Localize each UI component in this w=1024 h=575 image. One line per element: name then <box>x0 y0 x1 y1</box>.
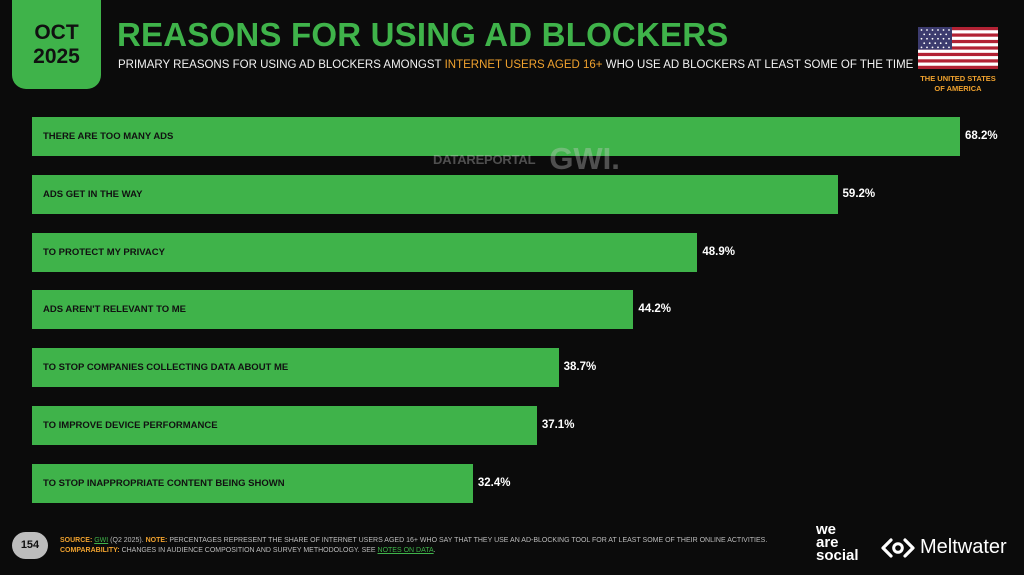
bar <box>32 232 698 272</box>
page-number: 154 <box>12 532 48 559</box>
note-key: NOTE: <box>143 537 168 544</box>
bar <box>32 348 559 388</box>
bar-value-label: 68.2% <box>965 130 998 142</box>
bar <box>32 463 473 503</box>
logo-are: are <box>816 534 839 551</box>
bar-value-label: 44.2% <box>638 303 672 316</box>
bar-label: ADS GET IN THE WAY <box>43 188 143 200</box>
logo-we: we <box>816 521 837 538</box>
bar-value-label: 59.2% <box>842 187 876 200</box>
subtitle-pre: PRIMARY REASONS FOR USING AD BLOCKERS AM… <box>118 59 442 71</box>
bar-value-label: 37.1% <box>541 419 575 431</box>
bar-label: TO PROTECT MY PRIVACY <box>43 246 165 258</box>
bar-label: ADS AREN'T RELEVANT TO ME <box>43 304 187 316</box>
page-title: REASONS FOR USING AD BLOCKERS <box>117 16 729 53</box>
date-month: OCT <box>34 20 79 44</box>
comparability-key: COMPARABILITY: <box>60 547 120 554</box>
source-link[interactable]: GWI <box>94 537 109 544</box>
logo-social: social <box>816 547 859 564</box>
notes-on-data-link[interactable]: NOTES ON DATA <box>377 547 434 554</box>
meltwater-logo: Meltwater <box>881 536 1007 559</box>
us-flag-icon <box>918 27 998 69</box>
bar-label: THERE ARE TOO MANY ADS <box>43 131 174 142</box>
note-text: PERCENTAGES REPRESENT THE SHARE OF INTER… <box>167 537 768 544</box>
bar-label: TO STOP COMPANIES COLLECTING DATA ABOUT … <box>43 362 289 374</box>
bar <box>32 174 838 214</box>
comparability-text: CHANGES IN AUDIENCE COMPOSITION AND SURV… <box>119 547 378 554</box>
subtitle-highlight: INTERNET USERS AGED 16+ <box>444 59 603 71</box>
bar-value-label: 32.4% <box>477 476 511 489</box>
source-text: (Q2 2025). <box>108 537 144 544</box>
bar <box>32 406 537 445</box>
source-key: SOURCE: <box>60 537 93 544</box>
bar-value-label: 48.9% <box>702 245 735 258</box>
country-line-1: THE UNITED STATES <box>920 74 996 83</box>
bar-value-label: 38.7% <box>563 361 597 374</box>
date-year: 2025 <box>33 44 80 68</box>
meltwater-icon <box>881 537 915 558</box>
bar-label: TO IMPROVE DEVICE PERFORMANCE <box>43 420 218 431</box>
bar <box>32 290 634 330</box>
footnote-line-2: COMPARABILITY: CHANGES IN AUDIENCE COMPO… <box>60 546 820 556</box>
footnote-line-1: SOURCE: GWI (Q2 2025). NOTE: PERCENTAGES… <box>60 536 820 546</box>
bar-label: TO STOP INAPPROPRIATE CONTENT BEING SHOW… <box>43 477 285 489</box>
meltwater-wordmark: Meltwater <box>920 536 1007 558</box>
footnote: SOURCE: GWI (Q2 2025). NOTE: PERCENTAGES… <box>60 536 820 556</box>
country-line-2: OF AMERICA <box>934 83 982 93</box>
we-are-social-logo: we are social <box>816 521 859 564</box>
subtitle-post: WHO USE AD BLOCKERS AT LEAST SOME OF THE… <box>605 59 914 71</box>
page-subtitle: PRIMARY REASONS FOR USING AD BLOCKERS AM… <box>118 59 913 71</box>
comparability-end: . <box>433 547 436 554</box>
country-label: THE UNITED STATES OF AMERICA <box>905 74 1011 93</box>
date-badge: OCT 2025 <box>12 0 101 89</box>
bar <box>32 117 960 156</box>
